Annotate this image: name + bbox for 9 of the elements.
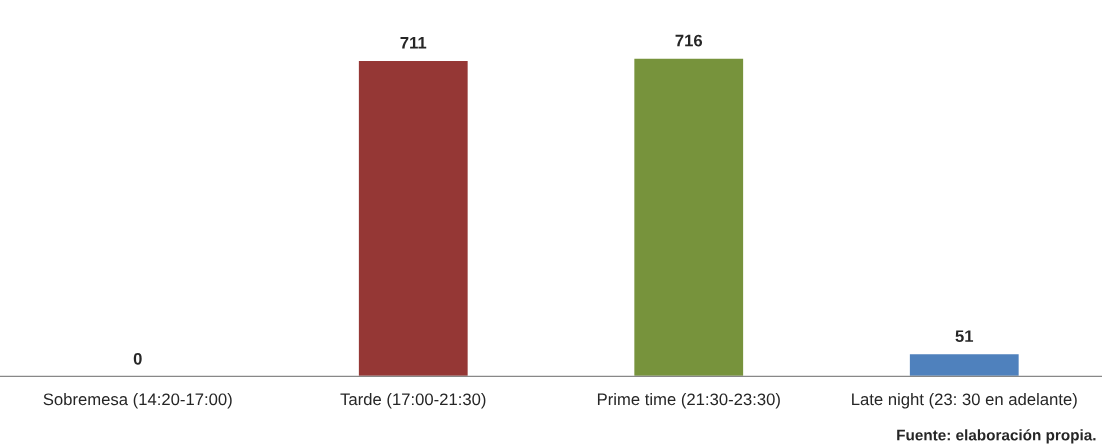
x-tick-label: Sobremesa (14:20-17:00) <box>43 392 232 409</box>
source-note: Fuente: elaboración propia. <box>897 429 1096 444</box>
data-label: 0 <box>133 352 142 365</box>
data-label: 711 <box>400 37 427 49</box>
data-label: 716 <box>675 34 703 47</box>
data-label: 51 <box>955 330 974 343</box>
x-tick-label: Tarde (17:00-21:30) <box>340 392 486 409</box>
x-tick-label: Prime time (21:30-23:30) <box>597 392 780 409</box>
x-tick-label: Late night (23: 30 en adelante) <box>852 392 1077 409</box>
